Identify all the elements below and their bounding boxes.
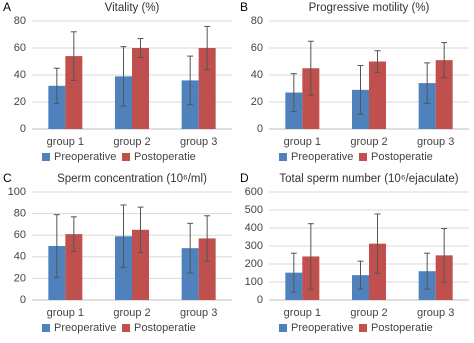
bar [198, 238, 216, 300]
legend-label: Preoperative [54, 151, 116, 163]
legend-swatch [359, 153, 367, 161]
legend-swatch [122, 324, 130, 332]
y-tick-label: 0 [257, 294, 263, 306]
legend-label: Preoperative [291, 151, 353, 163]
x-tick-label: group 3 [180, 307, 217, 319]
chart-title: Sperm concentration (10⁶/ml) [57, 173, 207, 185]
bar [418, 83, 436, 129]
y-tick-label: 60 [14, 229, 26, 241]
error-bar [424, 62, 431, 104]
x-tick-label: group 2 [350, 307, 387, 319]
bar [65, 234, 83, 300]
legend-swatch [42, 153, 50, 161]
chart-title: Progressive motility (%) [309, 2, 430, 14]
bar [435, 60, 453, 129]
legend-label: Preoperative [291, 322, 353, 334]
y-tick-label: 80 [14, 15, 26, 27]
error-bar [290, 252, 297, 293]
bar [302, 68, 320, 129]
chart-title: Total sperm number (10⁶/ejaculate) [279, 173, 458, 185]
legend-swatch [42, 324, 50, 332]
panel-label: A [3, 0, 11, 14]
x-tick-label: group 2 [350, 136, 387, 148]
error-bar [374, 50, 381, 73]
y-tick-label: 200 [245, 258, 263, 270]
x-tick-label: group 1 [284, 136, 321, 148]
error-bar [187, 222, 194, 274]
error-bar [187, 55, 194, 106]
bar [115, 236, 132, 300]
error-bar [441, 228, 448, 283]
bar [181, 248, 199, 300]
legend-swatch [359, 324, 367, 332]
error-bar [70, 31, 77, 81]
bar [198, 48, 216, 129]
y-tick-label: 40 [14, 69, 26, 81]
y-tick-label: 0 [20, 294, 26, 306]
x-tick-label: group 2 [113, 136, 150, 148]
x-tick-label: group 3 [180, 136, 217, 148]
legend-label: Postoperatie [371, 322, 433, 334]
error-bar [204, 215, 211, 262]
y-tick-label: 20 [14, 96, 26, 108]
panel-label: C [3, 171, 12, 185]
y-tick-label: 20 [14, 272, 26, 284]
y-tick-label: 300 [245, 240, 263, 252]
error-bar [374, 213, 381, 274]
error-bar [441, 42, 448, 79]
error-bar [290, 73, 297, 112]
error-bar [307, 223, 314, 290]
bar [48, 85, 66, 129]
legend-label: Postoperatie [134, 322, 196, 334]
error-bar [424, 252, 431, 290]
x-tick-label: group 1 [47, 136, 84, 148]
error-bar [137, 38, 144, 58]
error-bar [137, 206, 144, 253]
legend-label: Postoperatie [371, 151, 433, 163]
y-tick-label: 400 [245, 222, 263, 234]
bar [132, 48, 149, 129]
error-bar [53, 214, 60, 278]
x-tick-label: group 1 [284, 307, 321, 319]
y-tick-label: 20 [251, 96, 263, 108]
panel-label: D [240, 171, 249, 185]
y-tick-label: 80 [14, 208, 26, 220]
y-tick-label: 500 [245, 204, 263, 216]
legend-swatch [122, 153, 130, 161]
y-tick-label: 100 [8, 186, 26, 198]
x-tick-label: group 3 [417, 307, 454, 319]
error-bar [307, 40, 314, 96]
legend-label: Preoperative [54, 322, 116, 334]
y-tick-label: 0 [257, 123, 263, 135]
panel-label: B [240, 0, 248, 14]
y-tick-label: 40 [14, 251, 26, 263]
bar [132, 229, 149, 300]
error-bar [53, 67, 60, 104]
bar [369, 61, 386, 129]
error-bar [120, 46, 127, 107]
y-tick-label: 40 [251, 69, 263, 81]
error-bar [204, 25, 211, 71]
y-tick-label: 60 [251, 42, 263, 54]
bar [65, 56, 83, 129]
y-tick-label: 80 [251, 15, 263, 27]
error-bar [70, 216, 77, 252]
y-tick-label: 100 [245, 276, 263, 288]
legend-swatch [279, 153, 287, 161]
error-bar [120, 204, 127, 269]
y-tick-label: 60 [14, 42, 26, 54]
x-tick-label: group 1 [47, 307, 84, 319]
y-tick-label: 0 [20, 123, 26, 135]
error-bar [357, 260, 364, 290]
x-tick-label: group 2 [113, 307, 150, 319]
legend-label: Postoperatie [134, 151, 196, 163]
error-bar [357, 65, 364, 115]
x-tick-label: group 3 [417, 136, 454, 148]
y-tick-label: 600 [245, 186, 263, 198]
legend-swatch [279, 324, 287, 332]
chart-title: Vitality (%) [105, 2, 160, 14]
